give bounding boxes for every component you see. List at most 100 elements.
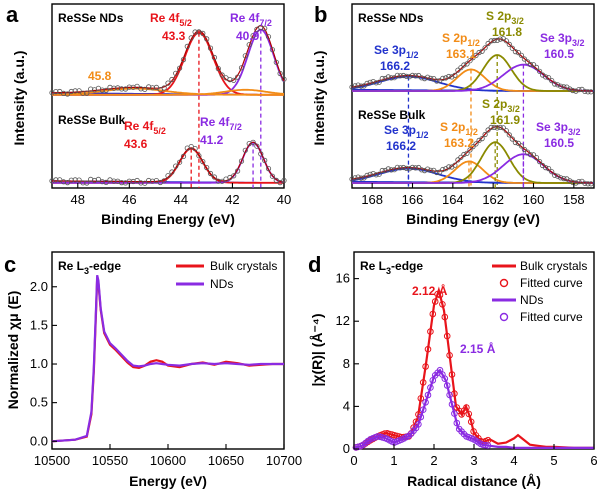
b-bulk-raw-point: [576, 179, 582, 185]
d-x-tick-label: 1: [390, 453, 397, 468]
b-nd-raw-point: [491, 37, 497, 44]
a-bulk-raw-point: [200, 159, 206, 165]
b-nd-raw-point: [512, 48, 519, 55]
d-fit-point-bulk: [417, 395, 425, 402]
b-bulk-raw-point: [521, 146, 528, 153]
b-bulk-raw-point: [367, 171, 373, 177]
b-nd-raw-point: [524, 59, 531, 65]
b-bulk-raw-point: [488, 124, 494, 131]
panel-letter-d: d: [308, 252, 321, 277]
a-bulk-raw-point: [250, 139, 256, 145]
a-nd-raw-point: [184, 43, 190, 50]
b-nd-raw-point: [509, 45, 515, 51]
label-b-nd-s1: S 2p1/2: [442, 31, 480, 48]
b-bulk-raw-point: [440, 166, 446, 173]
b-bulk-raw-point: [352, 175, 358, 181]
b-bulk-raw-point: [373, 172, 379, 178]
a-bulk-raw-point: [277, 180, 283, 186]
b-bulk-raw-point: [491, 124, 497, 131]
b-bulk-raw-point: [530, 152, 537, 158]
a-nd-raw-point: [169, 76, 175, 83]
b-bulk-raw-point: [512, 139, 519, 146]
b-nd-raw-point: [352, 83, 358, 89]
b-x-tick-label: 162: [482, 192, 504, 207]
b-nd-raw-point: [561, 84, 567, 90]
a-bulk-raw-point: [242, 147, 248, 153]
a-bulk-raw-point: [68, 177, 74, 183]
b-bulk-raw-point: [412, 165, 419, 171]
b-bulk-raw-point: [473, 141, 479, 147]
b-bulk-raw-point: [406, 166, 413, 172]
b-bulk-raw-point: [397, 165, 403, 171]
d-fit-point-nd: [424, 391, 432, 399]
b-bulk-raw-point: [388, 167, 394, 173]
d-x-tick-label: 5: [550, 453, 557, 468]
b-nd-raw-point: [518, 52, 525, 58]
a-nd-raw-point: [262, 25, 268, 31]
label-b-nd-se1: Se 3p1/2: [374, 43, 419, 60]
b-bulk-raw-point: [461, 151, 467, 158]
b-nd-raw-point: [379, 75, 385, 82]
a-nd-raw-point: [250, 32, 256, 39]
b-nd-raw-point: [361, 83, 367, 89]
panel-c-x-label: Energy (eV): [129, 473, 207, 489]
d-fit-point-bulk: [424, 345, 432, 353]
a-bulk-raw-point: [269, 173, 275, 179]
a-nd-raw-point: [238, 65, 245, 71]
b-x-tick-label: 164: [442, 192, 464, 207]
label-a-bulk-re52: Re 4f5/2: [124, 119, 166, 136]
a-nd-peak-2: [52, 87, 284, 96]
a-x-tick-label: 48: [71, 192, 85, 207]
a-bulk-raw-point: [211, 174, 217, 180]
b-bulk-raw-point: [358, 175, 364, 181]
value-a-bulk-re52: 43.6: [124, 137, 148, 151]
b-nd-raw-point: [409, 72, 416, 79]
c-x-tick-label: 10550: [92, 453, 128, 468]
b-nd-raw-point: [449, 74, 455, 80]
b-nd-raw-point: [533, 64, 540, 71]
a-bulk-raw-point: [95, 176, 102, 182]
panel-b-x-label: Binding Energy (eV): [406, 211, 540, 227]
b-nd-raw-point: [458, 65, 464, 71]
a-bulk-raw-point: [265, 166, 272, 172]
a-bulk-raw-point: [57, 177, 63, 183]
panel-a-curves: [49, 24, 287, 188]
a-x-tick-label: 46: [122, 192, 136, 207]
panel-c-y-label: Normalized χμ (E): [5, 291, 21, 410]
b-bulk-raw-point: [585, 181, 591, 187]
a-bulk-raw-point: [111, 178, 117, 184]
a-bulk-raw-point: [165, 173, 171, 179]
panel-c-edge-label: Re L3-edge: [58, 259, 121, 276]
b-nd-raw-point: [452, 72, 458, 79]
panel-b: b 168 166 164 162 160 158 Binding Energy (eV)…: [311, 2, 595, 227]
b-nd-raw-point: [570, 87, 576, 94]
a-nd-raw-point: [281, 76, 287, 82]
label-a-nd-re52: Re 4f5/2: [150, 11, 192, 28]
d-x-tick-label: 4: [510, 453, 517, 468]
a-nd-raw-point: [103, 87, 109, 93]
a-x-tick-label: 44: [174, 192, 188, 207]
b-bulk-raw-point: [588, 181, 594, 187]
value-b-bulk-se1: 166.2: [386, 139, 416, 153]
b-nd-raw-point: [403, 73, 410, 80]
b-bulk-raw-point: [549, 169, 555, 175]
a-nd-raw-point: [149, 85, 156, 91]
b-nd-raw-point: [455, 67, 461, 73]
d-fit-point-bulk: [446, 352, 453, 359]
legend-c-nd-text: NDs: [210, 277, 233, 291]
b-bulk-raw-point: [458, 154, 464, 160]
b-nd-raw-point: [370, 79, 376, 85]
d-fit-point-bulk: [429, 310, 437, 318]
panel-a-x-label: Binding Energy (eV): [101, 211, 235, 227]
b-nd-raw-point: [521, 56, 528, 62]
value-b-bulk-se3: 160.5: [544, 136, 574, 150]
b-nd-raw-point: [476, 49, 482, 56]
d-fit-point-bulk: [467, 418, 475, 426]
a-bulk-raw-point: [169, 169, 175, 175]
b-nd-raw-point: [545, 75, 552, 81]
label-b-bulk-s3: S 2p3/2: [482, 97, 520, 114]
annotation-d-nd-peak: 2.15 Å: [460, 341, 496, 356]
panel-c-frame: [51, 251, 285, 450]
c-y-tick-label: 1.5: [30, 317, 48, 332]
d-fit-point-nd: [419, 406, 427, 414]
